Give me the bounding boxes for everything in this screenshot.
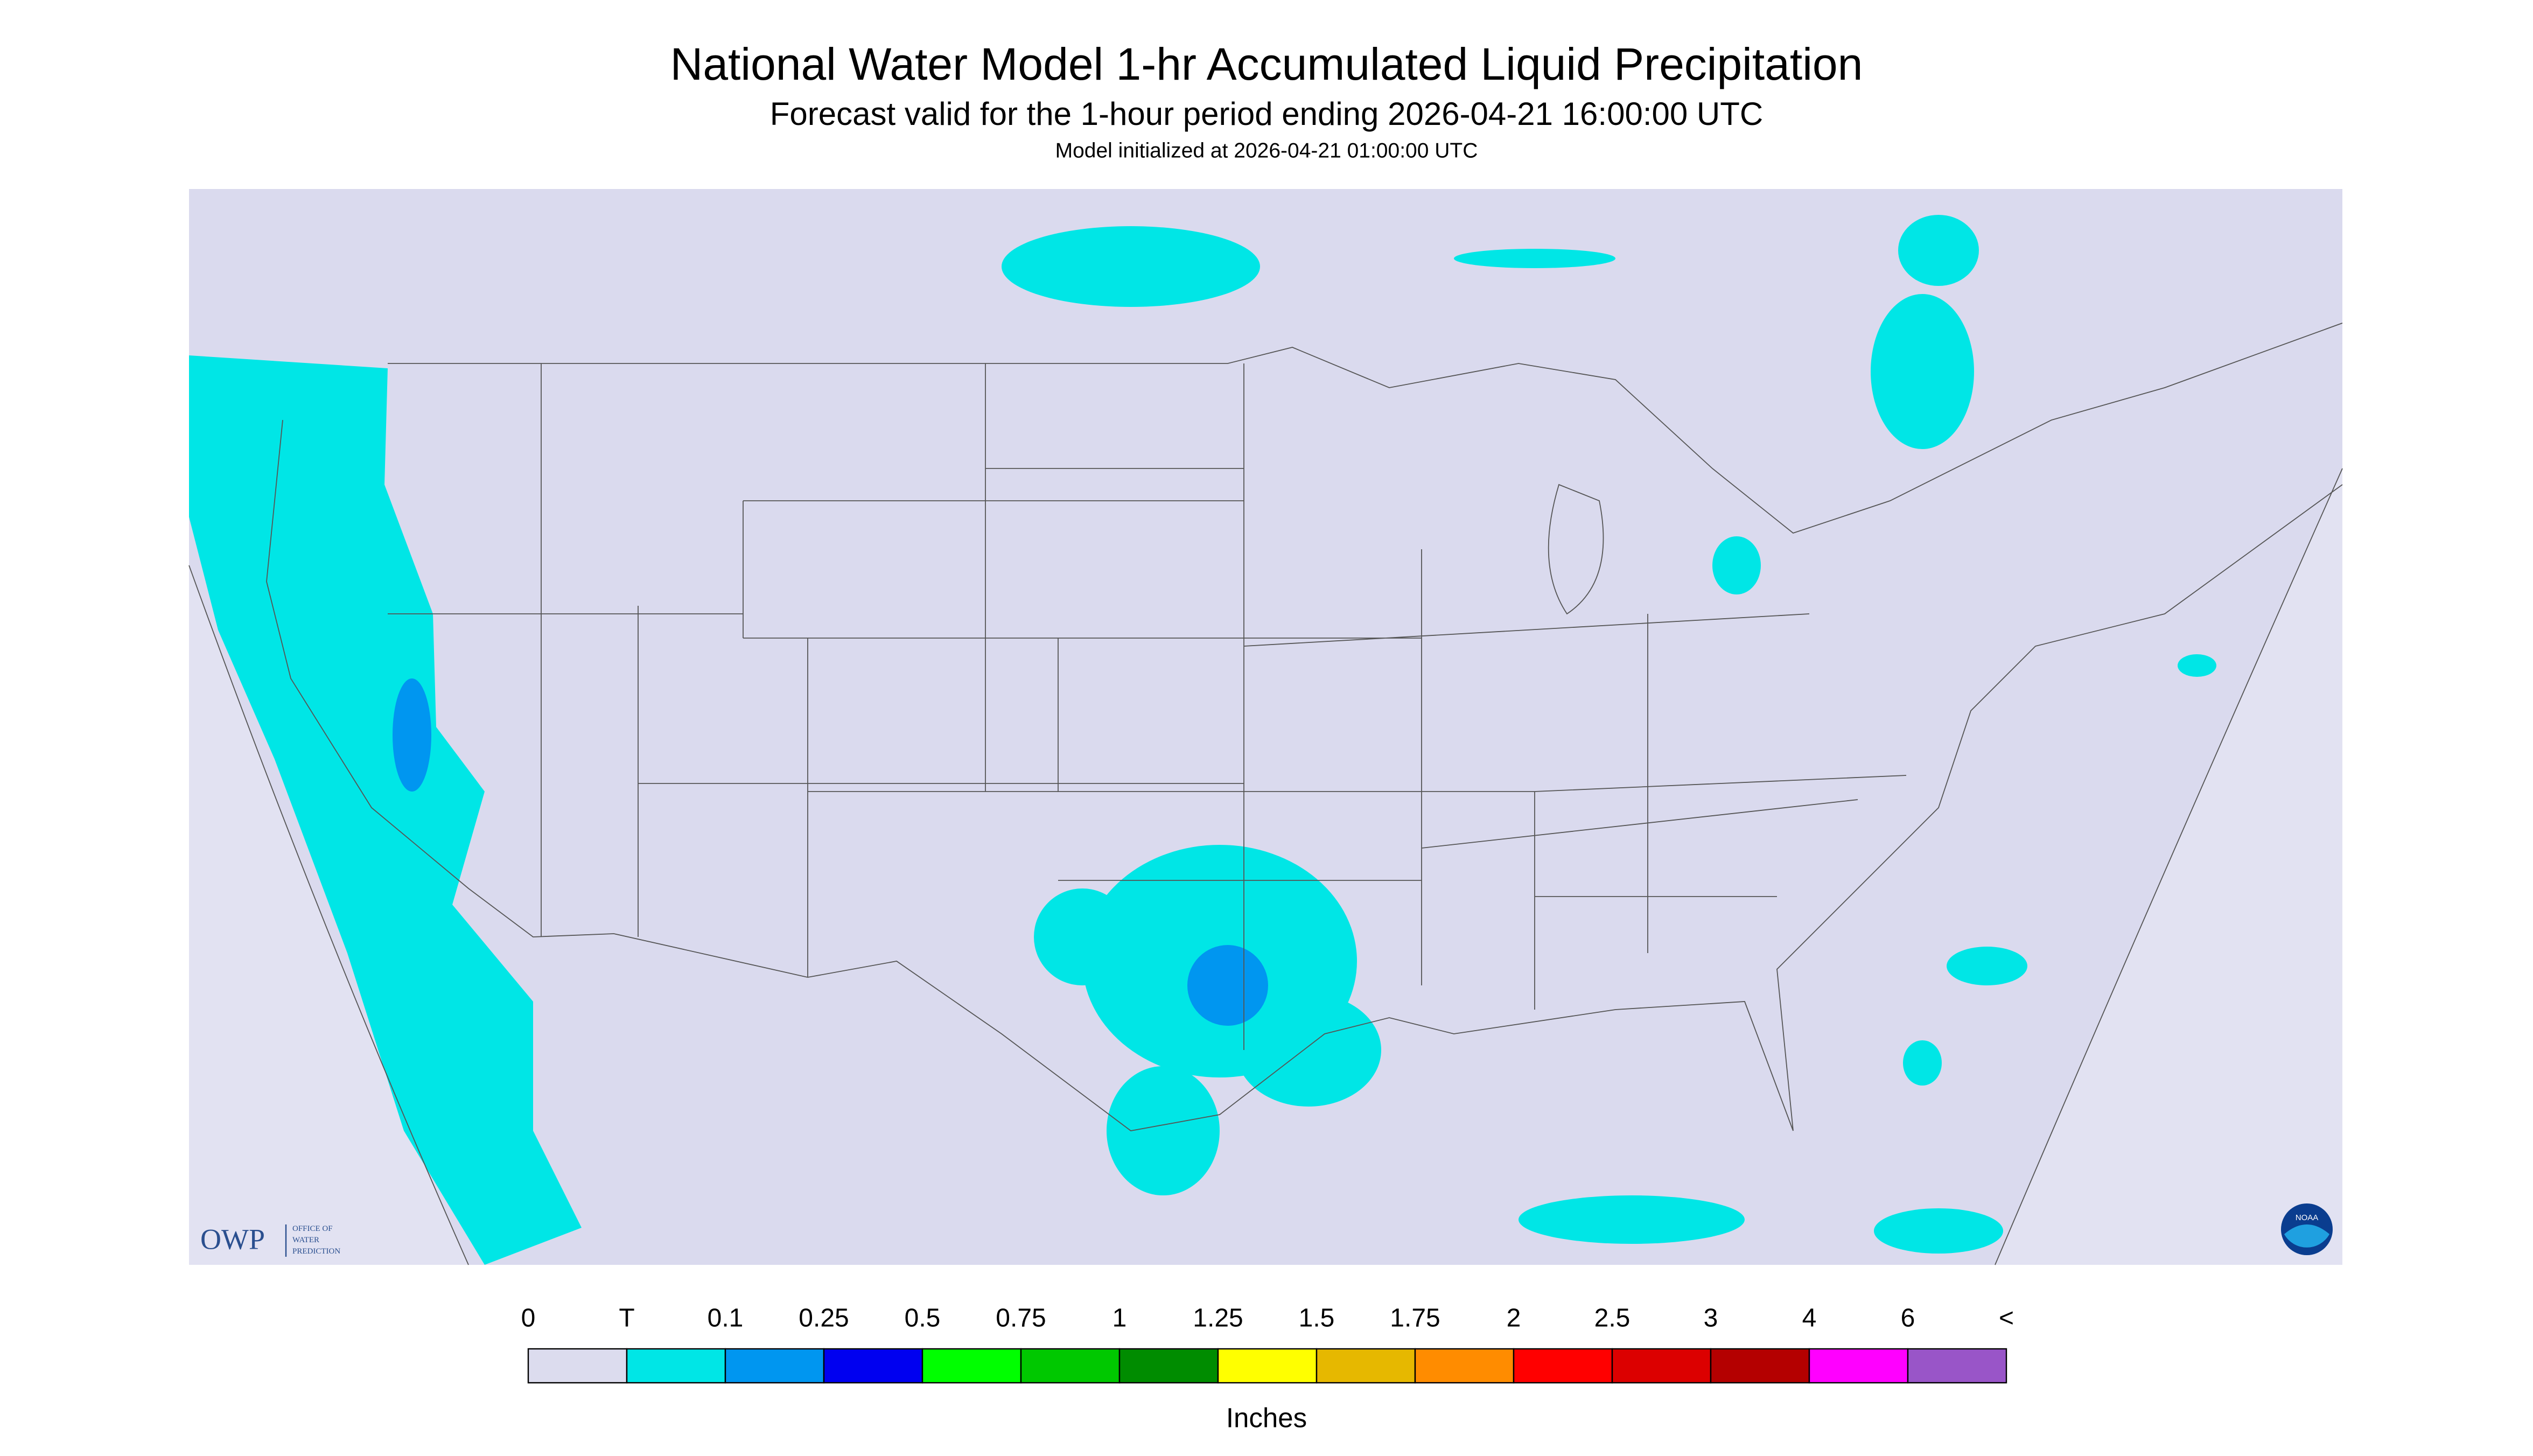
legend-label: < xyxy=(1999,1304,2014,1333)
owp-text: WATER xyxy=(292,1236,319,1244)
owp-text: OFFICE OF xyxy=(292,1224,333,1233)
legend-label: 2.5 xyxy=(1594,1304,1631,1333)
legend-swatch xyxy=(1414,1348,1515,1384)
legend-label: T xyxy=(619,1304,634,1333)
title: National Water Model 1-hr Accumulated Li… xyxy=(670,39,1863,89)
legend-swatch xyxy=(527,1348,628,1384)
legend-swatch xyxy=(1020,1348,1121,1384)
legend-label: 6 xyxy=(1901,1304,1915,1333)
legend-label: 1.75 xyxy=(1390,1304,1440,1333)
legend-label: 0.1 xyxy=(708,1304,744,1333)
subtitle: Forecast valid for the 1-hour period end… xyxy=(770,96,1763,132)
legend-label: 1.5 xyxy=(1299,1304,1335,1333)
legend-swatch xyxy=(921,1348,1022,1384)
legend-swatch xyxy=(1611,1348,1712,1384)
noaa-text: NOAA xyxy=(2296,1213,2319,1222)
noaa-wave xyxy=(2284,1224,2329,1248)
precip-areas xyxy=(189,215,2216,1265)
boundaries xyxy=(188,323,2343,1265)
legend: Inches 0 T 0.1 0.25 0.5 0.75 1 1.25 1.5 1.75 2 2.5 3… xyxy=(521,1304,2014,1433)
owp-logo: OWP OFFICE OF WATER PREDICTION xyxy=(200,1223,340,1257)
legend-swatch xyxy=(1217,1348,1318,1384)
legend-label: 0.75 xyxy=(996,1304,1046,1333)
legend-swatch xyxy=(1808,1348,1909,1384)
init-time: Model initialized at 2026-04-21 01:00:00… xyxy=(1055,139,1478,162)
model-domain xyxy=(189,189,2342,1265)
legend-label: 4 xyxy=(1802,1304,1817,1333)
legend-swatch xyxy=(1513,1348,1613,1384)
legend-swatch xyxy=(724,1348,825,1384)
noaa-logo: NOAA xyxy=(2281,1203,2333,1256)
legend-swatch xyxy=(1907,1348,2007,1384)
legend-label: 0.25 xyxy=(799,1304,849,1333)
legend-label: 3 xyxy=(1704,1304,1718,1333)
legend-label: 0 xyxy=(521,1304,536,1333)
owp-text: PREDICTION xyxy=(292,1247,340,1256)
legend-swatch xyxy=(1118,1348,1219,1384)
legend-swatch xyxy=(1710,1348,1810,1384)
legend-swatch xyxy=(626,1348,726,1384)
legend-unit: Inches xyxy=(1226,1402,1307,1433)
legend-label: 1.25 xyxy=(1193,1304,1243,1333)
legend-swatch xyxy=(823,1348,923,1384)
owp-mark: OWP xyxy=(200,1223,265,1255)
legend-swatch xyxy=(1316,1348,1416,1384)
legend-label: 1 xyxy=(1112,1304,1127,1333)
legend-label: 0.5 xyxy=(905,1304,941,1333)
legend-label: 2 xyxy=(1507,1304,1521,1333)
map xyxy=(188,189,2343,1265)
